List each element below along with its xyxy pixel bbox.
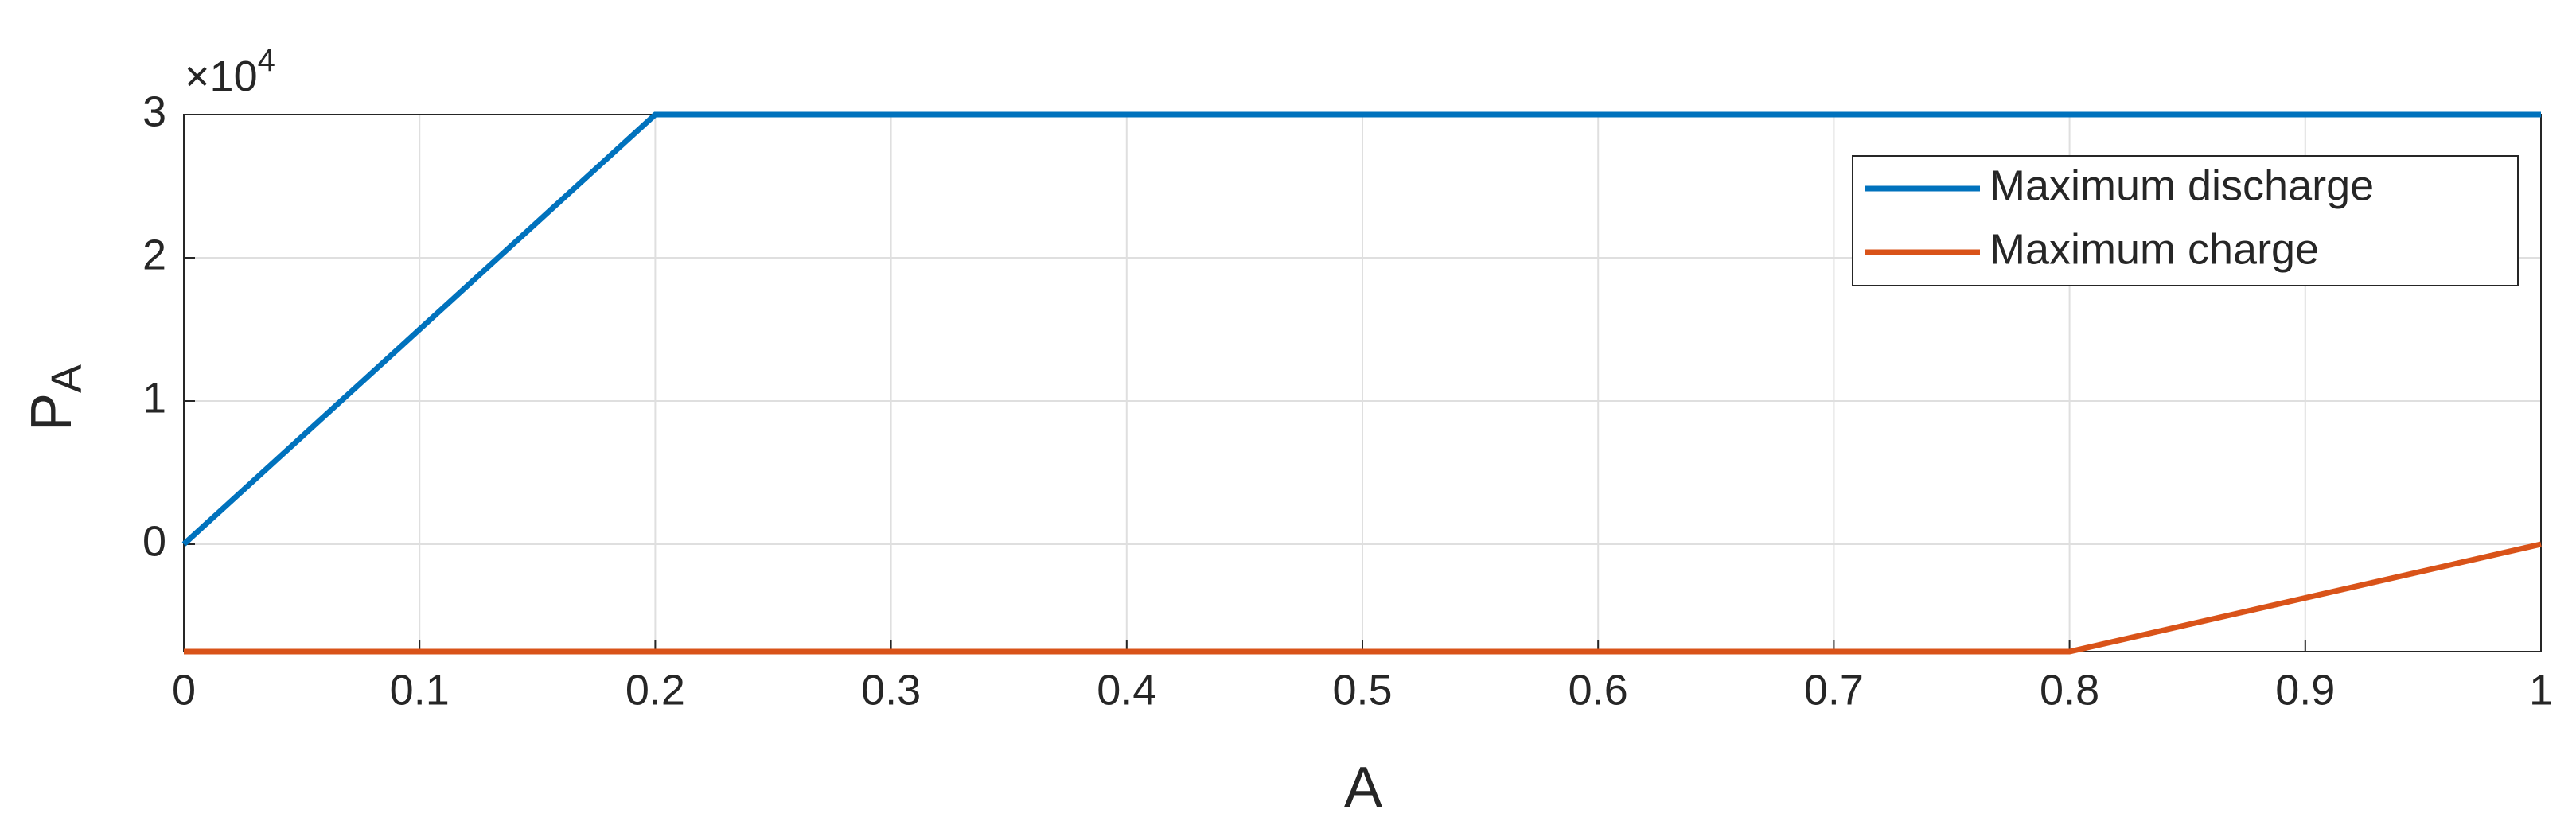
x-tick-label: 0.6 [1569,666,1628,714]
x-tick-label: 0.7 [1804,666,1864,714]
x-tick-label: 0.8 [2040,666,2099,714]
x-tick-label: 0.4 [1097,666,1156,714]
x-tick-label: 0.5 [1332,666,1392,714]
x-tick-label: 0.9 [2275,666,2335,714]
y-multiplier-power: 4 [258,43,275,78]
legend-box [1852,155,2519,286]
y-axis-label: PA [20,364,91,431]
y-multiplier: ×104 [185,43,275,101]
x-axis-label: A [1344,756,1382,819]
legend-label: Maximum discharge [1989,162,2374,209]
y-tick-label: 3 [142,88,166,135]
x-tick-label: 0.2 [625,666,685,714]
y-axis-label-subscript: A [43,364,91,393]
y-multiplier-base: ×10 [185,53,258,100]
y-tick-label: 1 [142,374,166,422]
x-tick-label: 0.3 [861,666,921,714]
series-line [181,111,2541,547]
legend-label: Maximum charge [1989,225,2319,273]
x-tick-label: 1 [2529,666,2553,714]
y-tick-label: 0 [142,517,166,565]
y-tick-label: 2 [142,231,166,278]
series-line [184,541,2542,655]
x-tick-label: 0.1 [390,666,450,714]
x-tick-label: 0 [172,666,196,714]
y-axis-label-main: P [20,393,84,431]
